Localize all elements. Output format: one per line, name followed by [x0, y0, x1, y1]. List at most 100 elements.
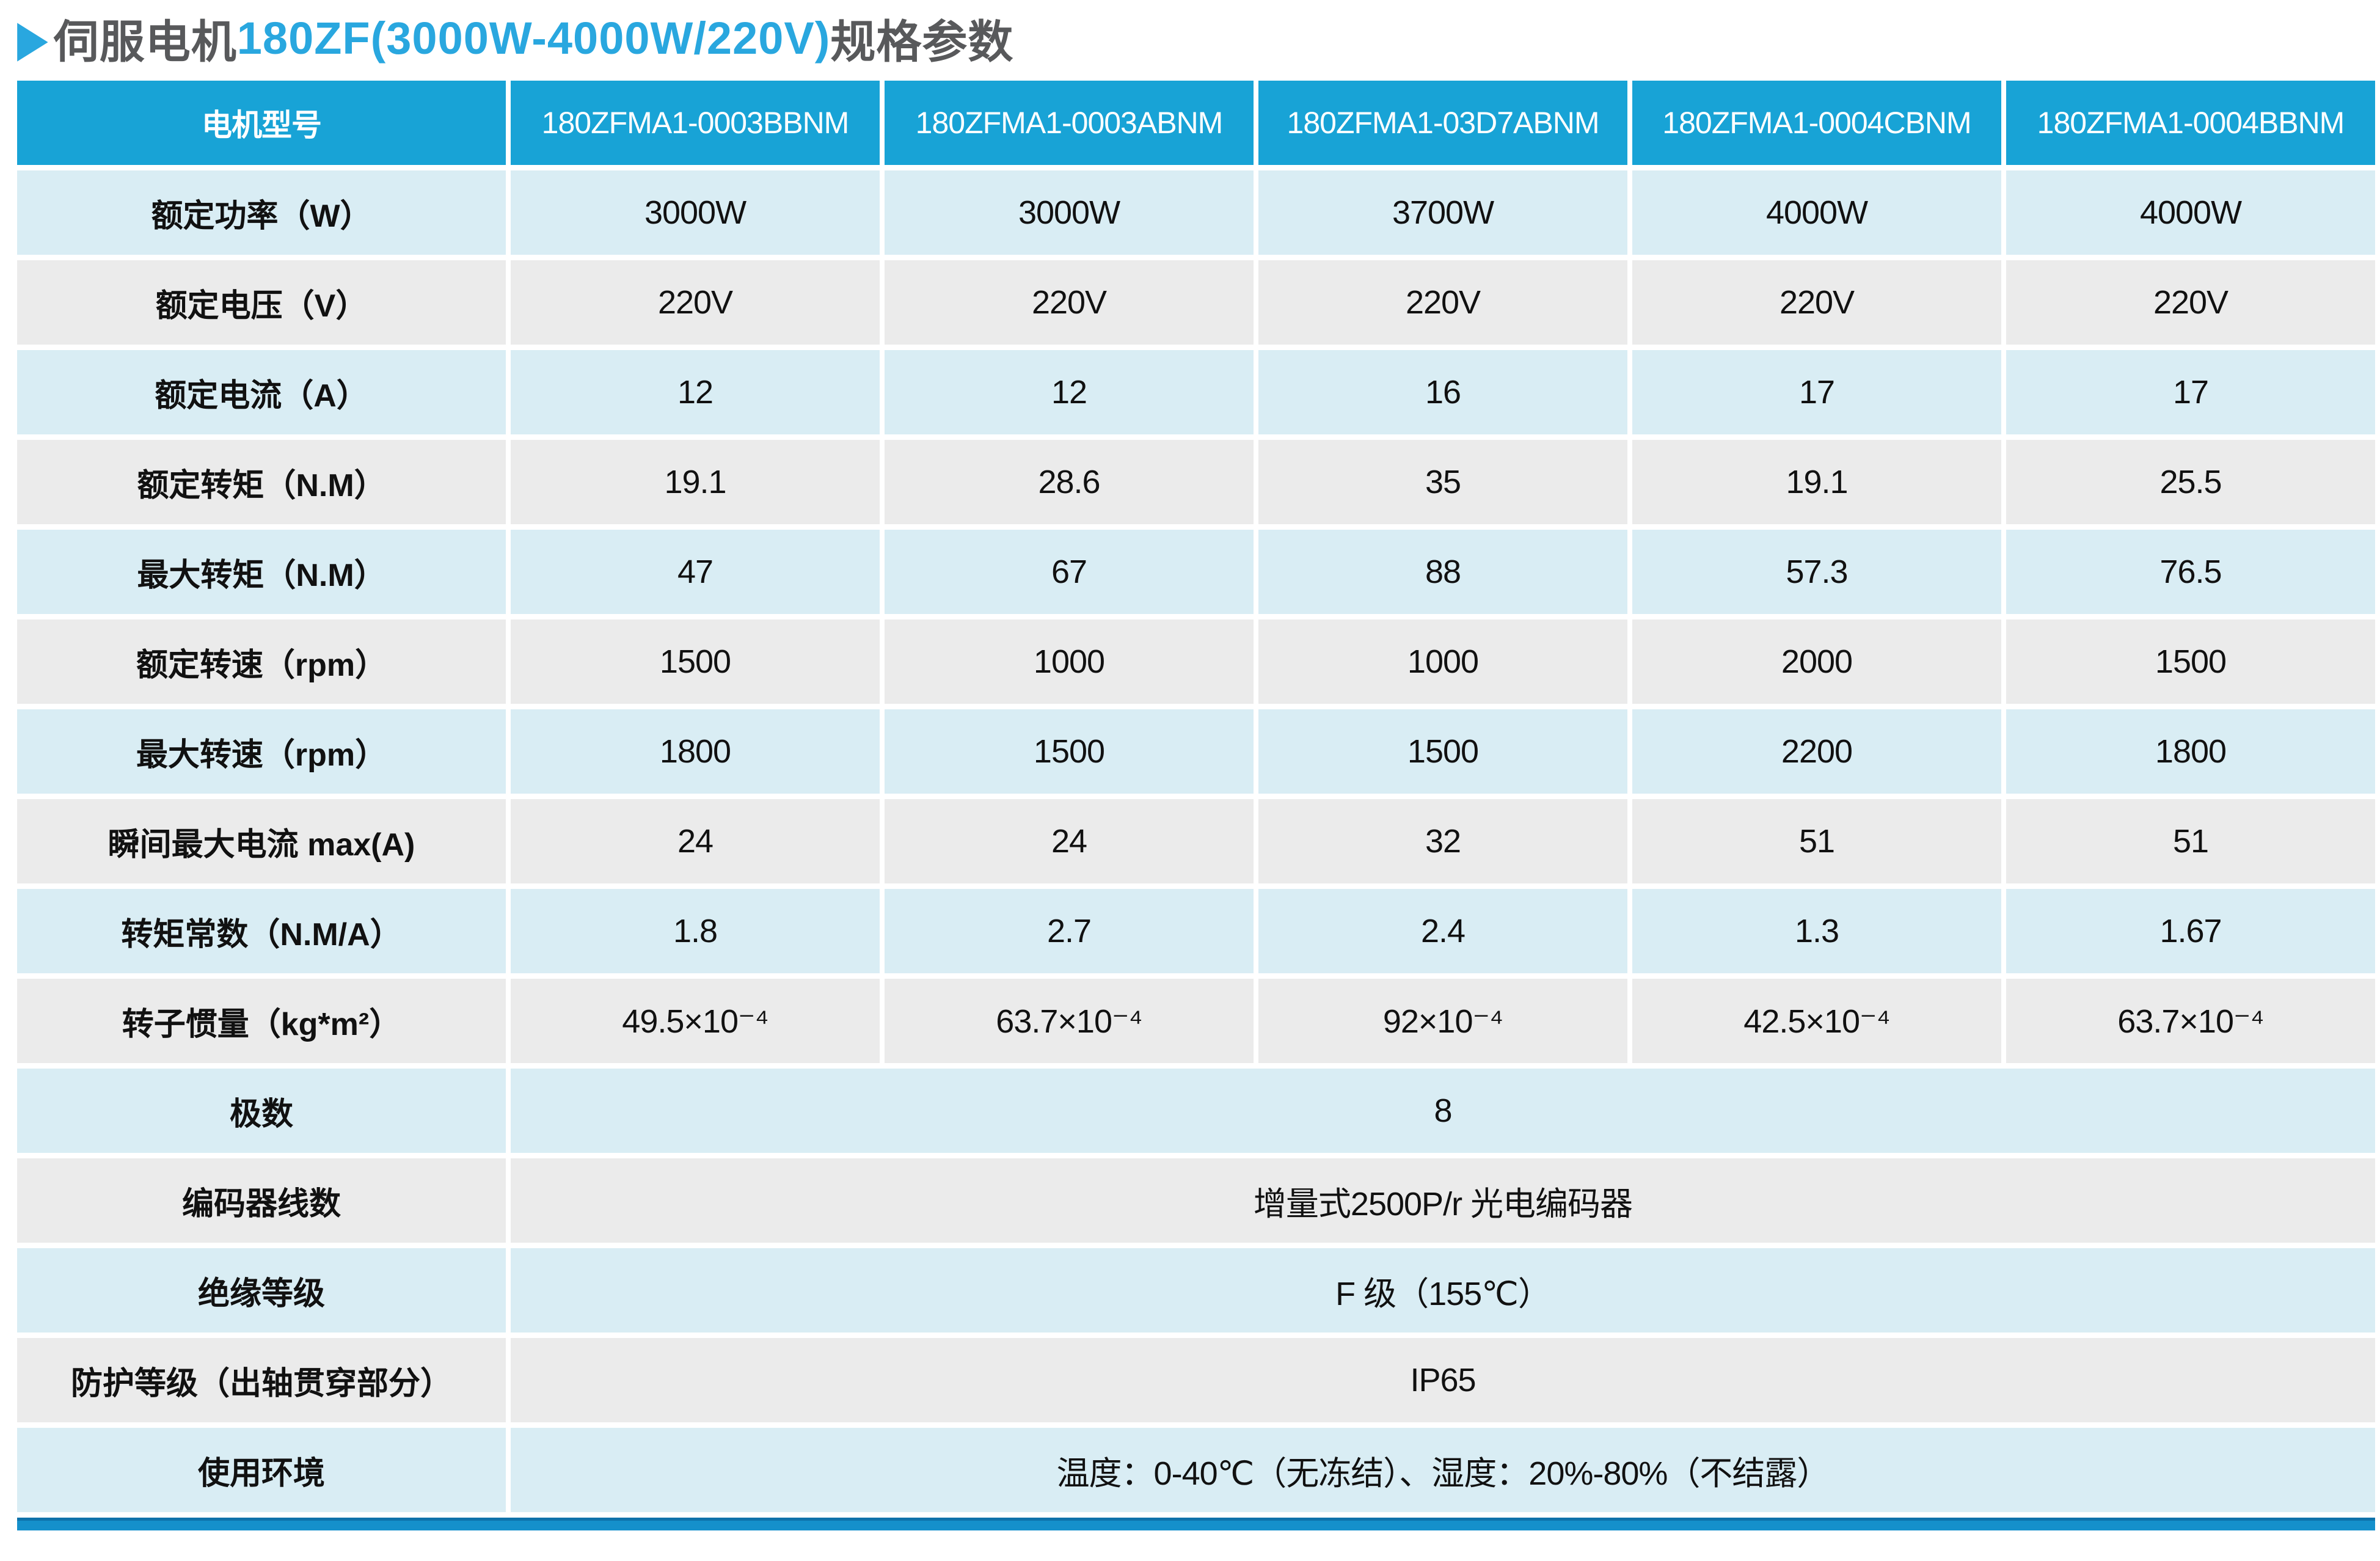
cell-value: 49.5×10⁻⁴ — [511, 979, 880, 1063]
table-row-rated-speed: 额定转速（rpm） 1500 1000 1000 2000 1500 — [17, 620, 2375, 704]
merged-value: IP65 — [511, 1338, 2375, 1422]
header-motor-model: 电机型号 — [17, 81, 506, 165]
header-model-5: 180ZFMA1-0004BBNM — [2006, 81, 2375, 165]
title-prefix: 伺服电机 — [53, 16, 237, 67]
header-model-2: 180ZFMA1-0003ABNM — [885, 81, 1254, 165]
cell-value: 3700W — [1258, 170, 1627, 255]
row-label: 编码器线数 — [17, 1158, 506, 1243]
row-label: 转矩常数（N.M/A） — [17, 889, 506, 973]
table-row-rotor-inertia: 转子惯量（kg*m²） 49.5×10⁻⁴ 63.7×10⁻⁴ 92×10⁻⁴ … — [17, 979, 2375, 1063]
table-row-pole-count: 极数 8 — [17, 1069, 2375, 1153]
cell-value: 12 — [885, 350, 1254, 434]
table-row-rated-current: 额定电流（A） 12 12 16 17 17 — [17, 350, 2375, 434]
cell-value: 1500 — [511, 620, 880, 704]
cell-value: 28.6 — [885, 440, 1254, 524]
table-header-row: 电机型号 180ZFMA1-0003BBNM 180ZFMA1-0003ABNM… — [17, 81, 2375, 165]
cell-value: 1.8 — [511, 889, 880, 973]
cell-value: 2000 — [1632, 620, 2001, 704]
header-model-3: 180ZFMA1-03D7ABNM — [1258, 81, 1627, 165]
row-label: 最大转速（rpm） — [17, 709, 506, 794]
cell-value: 47 — [511, 530, 880, 614]
cell-value: 17 — [2006, 350, 2375, 434]
cell-value: 67 — [885, 530, 1254, 614]
table-bottom-accent-bar — [17, 1518, 2375, 1530]
row-label: 极数 — [17, 1069, 506, 1153]
row-label: 额定功率（W） — [17, 170, 506, 255]
row-label: 最大转矩（N.M） — [17, 530, 506, 614]
cell-value: 1000 — [1258, 620, 1627, 704]
row-label: 额定电压（V） — [17, 260, 506, 345]
page-title: ▶ 伺服电机 180ZF(3000W-4000W/220V) 规格参数 — [17, 9, 2380, 67]
merged-value: F 级（155℃） — [511, 1248, 2375, 1333]
table-row-max-speed: 最大转速（rpm） 1800 1500 1500 2200 1800 — [17, 709, 2375, 794]
cell-value: 19.1 — [511, 440, 880, 524]
cell-value: 35 — [1258, 440, 1627, 524]
table-row-rated-torque: 额定转矩（N.M） 19.1 28.6 35 19.1 25.5 — [17, 440, 2375, 524]
row-label: 转子惯量（kg*m²） — [17, 979, 506, 1063]
title-arrow-icon: ▶ — [17, 9, 49, 66]
cell-value: 32 — [1258, 799, 1627, 883]
cell-value: 92×10⁻⁴ — [1258, 979, 1627, 1063]
cell-value: 63.7×10⁻⁴ — [885, 979, 1254, 1063]
cell-value: 220V — [1258, 260, 1627, 345]
cell-value: 1.67 — [2006, 889, 2375, 973]
table-row-instant-max-current: 瞬间最大电流 max(A) 24 24 32 51 51 — [17, 799, 2375, 883]
row-label: 额定电流（A） — [17, 350, 506, 434]
cell-value: 1500 — [2006, 620, 2375, 704]
cell-value: 220V — [511, 260, 880, 345]
row-label: 绝缘等级 — [17, 1248, 506, 1333]
cell-value: 51 — [2006, 799, 2375, 883]
table-row-operating-environment: 使用环境 温度：0-40℃（无冻结）、湿度：20%-80%（不结露） — [17, 1428, 2375, 1512]
row-label: 额定转矩（N.M） — [17, 440, 506, 524]
cell-value: 1800 — [2006, 709, 2375, 794]
table-row-rated-power: 额定功率（W） 3000W 3000W 3700W 4000W 4000W — [17, 170, 2375, 255]
table-row-protection-rating: 防护等级（出轴贯穿部分） IP65 — [17, 1338, 2375, 1422]
table-row-encoder-lines: 编码器线数 增量式2500P/r 光电编码器 — [17, 1158, 2375, 1243]
cell-value: 24 — [511, 799, 880, 883]
row-label: 瞬间最大电流 max(A) — [17, 799, 506, 883]
cell-value: 24 — [885, 799, 1254, 883]
title-model-range: 180ZF(3000W-4000W/220V) — [236, 12, 831, 64]
cell-value: 4000W — [1632, 170, 2001, 255]
spec-table: 电机型号 180ZFMA1-0003BBNM 180ZFMA1-0003ABNM… — [17, 81, 2375, 1530]
cell-value: 12 — [511, 350, 880, 434]
row-label: 使用环境 — [17, 1428, 506, 1512]
title-suffix: 规格参数 — [830, 16, 1014, 67]
row-label: 防护等级（出轴贯穿部分） — [17, 1338, 506, 1422]
cell-value: 57.3 — [1632, 530, 2001, 614]
table-row-insulation-class: 绝缘等级 F 级（155℃） — [17, 1248, 2375, 1333]
header-model-1: 180ZFMA1-0003BBNM — [511, 81, 880, 165]
cell-value: 1500 — [885, 709, 1254, 794]
table-row-rated-voltage: 额定电压（V） 220V 220V 220V 220V 220V — [17, 260, 2375, 345]
cell-value: 63.7×10⁻⁴ — [2006, 979, 2375, 1063]
cell-value: 51 — [1632, 799, 2001, 883]
cell-value: 2.7 — [885, 889, 1254, 973]
cell-value: 19.1 — [1632, 440, 2001, 524]
cell-value: 76.5 — [2006, 530, 2375, 614]
cell-value: 16 — [1258, 350, 1627, 434]
table-row-max-torque: 最大转矩（N.M） 47 67 88 57.3 76.5 — [17, 530, 2375, 614]
cell-value: 1000 — [885, 620, 1254, 704]
merged-value: 8 — [511, 1069, 2375, 1153]
cell-value: 220V — [1632, 260, 2001, 345]
cell-value: 42.5×10⁻⁴ — [1632, 979, 2001, 1063]
cell-value: 88 — [1258, 530, 1627, 614]
cell-value: 220V — [2006, 260, 2375, 345]
cell-value: 1500 — [1258, 709, 1627, 794]
cell-value: 3000W — [885, 170, 1254, 255]
merged-value: 增量式2500P/r 光电编码器 — [511, 1158, 2375, 1243]
cell-value: 2.4 — [1258, 889, 1627, 973]
cell-value: 25.5 — [2006, 440, 2375, 524]
cell-value: 1.3 — [1632, 889, 2001, 973]
cell-value: 220V — [885, 260, 1254, 345]
row-label: 额定转速（rpm） — [17, 620, 506, 704]
cell-value: 2200 — [1632, 709, 2001, 794]
cell-value: 1800 — [511, 709, 880, 794]
table-row-torque-constant: 转矩常数（N.M/A） 1.8 2.7 2.4 1.3 1.67 — [17, 889, 2375, 973]
cell-value: 3000W — [511, 170, 880, 255]
cell-value: 4000W — [2006, 170, 2375, 255]
header-model-4: 180ZFMA1-0004CBNM — [1632, 81, 2001, 165]
merged-value: 温度：0-40℃（无冻结）、湿度：20%-80%（不结露） — [511, 1428, 2375, 1512]
cell-value: 17 — [1632, 350, 2001, 434]
